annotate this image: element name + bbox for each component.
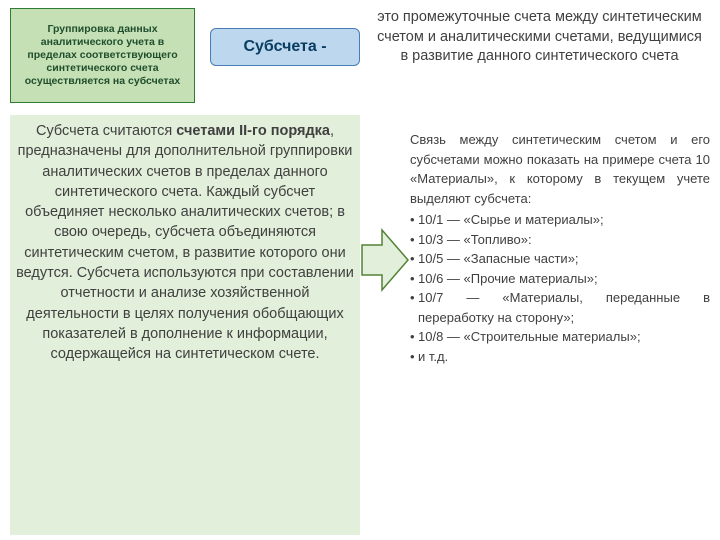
list-item: 10/7 — «Материалы, переданные в перерабо… bbox=[410, 288, 710, 327]
list-item: 10/5 — «Запасные части»; bbox=[410, 249, 710, 269]
list-item: 10/1 — «Сырье и материалы»; bbox=[410, 210, 710, 230]
title-pill: Субсчета - bbox=[210, 28, 360, 66]
description-prefix: Субсчета считаются bbox=[36, 123, 176, 139]
list-item: и т.д. bbox=[410, 347, 710, 367]
example-intro: Связь между синтетическим счетом и его с… bbox=[410, 130, 710, 208]
title-text: Субсчета - bbox=[243, 38, 326, 56]
definition-text: это промежуточные счета между синтетичес… bbox=[377, 9, 702, 64]
list-item: 10/8 — «Строительные материалы»; bbox=[410, 327, 710, 347]
description-bold: счетами II-го порядка bbox=[176, 123, 330, 139]
description-content: Субсчета считаются счетами II-го порядка… bbox=[16, 121, 354, 365]
grouping-note-box: Группировка данных аналитического учета … bbox=[10, 8, 195, 103]
description-rest: , предназначены для дополнительной групп… bbox=[16, 123, 354, 362]
example-box: Связь между синтетическим счетом и его с… bbox=[410, 130, 710, 366]
description-box: Субсчета считаются счетами II-го порядка… bbox=[10, 115, 360, 535]
subaccount-list: 10/1 — «Сырье и материалы»; 10/3 — «Топл… bbox=[410, 210, 710, 366]
arrow-icon bbox=[360, 225, 410, 295]
grouping-note-text: Группировка данных аналитического учета … bbox=[15, 23, 190, 89]
list-item: 10/6 — «Прочие материалы»; bbox=[410, 269, 710, 289]
definition-text-box: это промежуточные счета между синтетичес… bbox=[372, 8, 707, 67]
list-item: 10/3 — «Топливо»: bbox=[410, 230, 710, 250]
